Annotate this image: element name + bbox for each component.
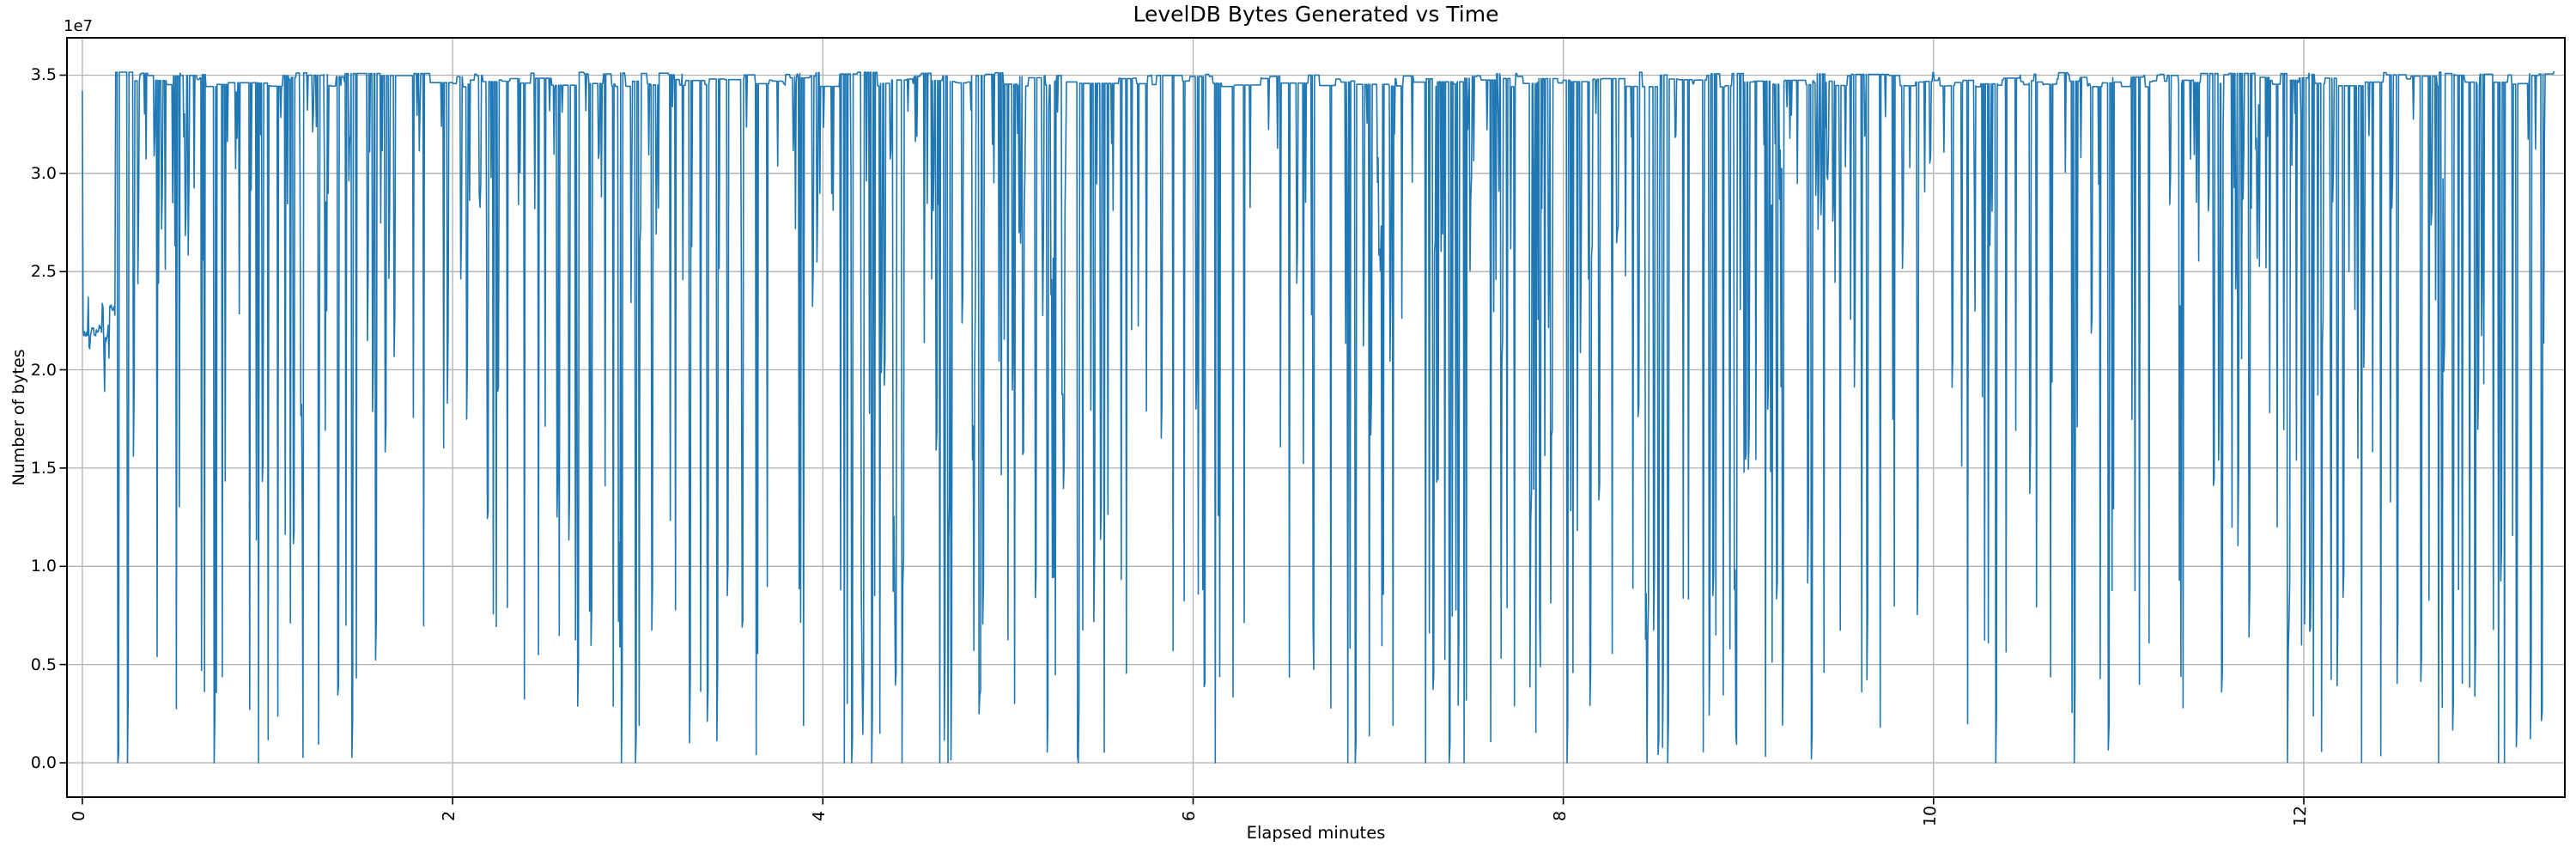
y-tick-label: 1.5 xyxy=(30,458,57,478)
x-tick-label: 10 xyxy=(1920,805,1941,827)
x-tick-label: 2 xyxy=(439,810,459,822)
y-axis-offset-label: 1e7 xyxy=(64,17,93,35)
chart-title: LevelDB Bytes Generated vs Time xyxy=(1133,2,1499,27)
data-line xyxy=(82,70,2555,764)
x-tick-label: 0 xyxy=(69,810,89,822)
y-tick-label: 0.0 xyxy=(30,752,57,772)
x-axis-label: Elapsed minutes xyxy=(1246,823,1386,843)
y-tick-label: 2.0 xyxy=(30,360,57,380)
x-tick-label: 8 xyxy=(1550,810,1570,822)
y-tick-label: 0.5 xyxy=(30,655,57,674)
axes-spines xyxy=(66,37,2566,798)
y-tick-label: 1.0 xyxy=(30,557,57,576)
x-tick-label: 6 xyxy=(1180,810,1200,822)
y-tick-label: 3.5 xyxy=(30,65,57,85)
y-tick-label: 3.0 xyxy=(30,163,57,183)
x-tick-label: 12 xyxy=(2290,805,2311,827)
y-tick-label: 2.5 xyxy=(30,262,57,282)
x-tick-label: 4 xyxy=(810,810,829,822)
